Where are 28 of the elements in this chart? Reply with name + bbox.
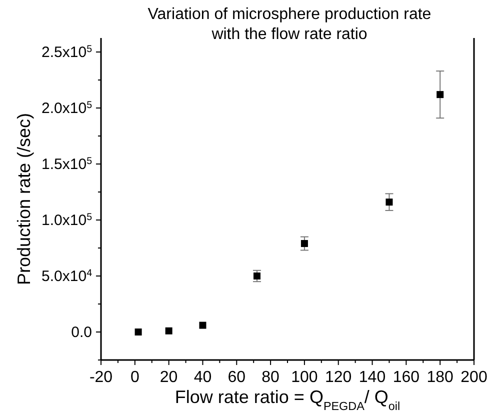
y-tick-label: 1.5x10$^{5}$: [42, 156, 93, 173]
point: [300, 240, 308, 248]
y-axis-title: Production rate (/sec): [14, 112, 34, 286]
x-tick-label: 200: [460, 369, 488, 386]
x-tick-label: 80: [262, 369, 280, 386]
point: [436, 91, 444, 98]
y-tick-label: 1.0x10$^{5}$: [42, 212, 93, 229]
point: [199, 322, 206, 329]
x-tick-label: 100: [291, 369, 318, 386]
x-tick-label: 20: [160, 369, 178, 386]
chart-title: Variation of microsphere production rate with the flow rate ratio: [148, 6, 432, 43]
point: [386, 198, 393, 206]
x-axis-title: Flow rate ratio = Q$_{PEGDA}$/ Q$_{oil}$: [174, 387, 400, 412]
x-tick-label: 180: [426, 369, 454, 386]
x-tick-label: 60: [228, 369, 246, 386]
x-tick-label: 120: [325, 369, 352, 386]
x-tick-label: 40: [194, 369, 212, 386]
y-tick-label: 2.5x10$^{5}$: [42, 44, 93, 61]
point: [253, 272, 260, 280]
x-tick-label: 160: [392, 369, 420, 386]
point: [134, 328, 142, 336]
point: [165, 327, 172, 334]
x-tick-label: 140: [358, 369, 386, 386]
y-tick-label: 2.0x10$^{5}$: [42, 100, 93, 117]
x-tick-label: -20: [89, 369, 113, 386]
x-tick-label: 0: [130, 369, 140, 386]
y-tick-label: 5.0x10$^{4}$: [42, 268, 93, 285]
y-tick-label: 0.0: [71, 324, 92, 341]
